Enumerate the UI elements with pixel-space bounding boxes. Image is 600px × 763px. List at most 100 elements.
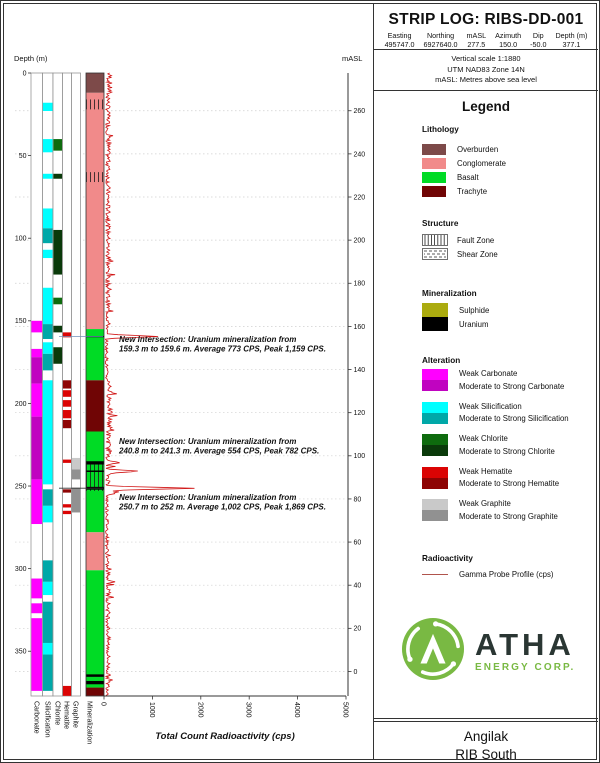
- hematite-interval: [62, 410, 72, 419]
- legend-item-label: Moderate to Strong Graphite: [459, 511, 558, 521]
- chlorite-interval: [53, 139, 63, 151]
- masl-tick-label: 140: [354, 367, 366, 374]
- structure-legend-items: Fault Zone Shear Zone: [422, 233, 498, 261]
- legend-swatch: [422, 303, 448, 317]
- masl-tick-label: 160: [354, 324, 366, 331]
- logo-brand: ATHA: [475, 627, 575, 662]
- company-logo: ATHA ENERGY CORP.: [400, 616, 575, 682]
- masl-tick-label: 120: [354, 410, 366, 417]
- silicification-interval: [42, 489, 53, 506]
- lithology-legend-items: Overburden Conglomerate Basalt Trachyte: [422, 142, 506, 198]
- graphite-interval: [71, 487, 81, 513]
- silicification-interval: [42, 102, 53, 111]
- legend-item-label: Trachyte: [457, 186, 488, 196]
- legend-item-label: Basalt: [457, 172, 479, 182]
- hematite-interval: [62, 419, 72, 429]
- legend-item-label: Fault Zone: [457, 235, 495, 245]
- silicification-interval: [42, 642, 53, 655]
- masl-tick-label: 80: [354, 496, 362, 503]
- intersection-annotation: New Intersection: Uranium mineralization…: [118, 437, 319, 456]
- carbonate-interval: [31, 320, 43, 333]
- cps-tick-label: 4000: [293, 702, 300, 718]
- masl-tick-label: 60: [354, 539, 362, 546]
- depth-tick-label: 100: [15, 236, 27, 243]
- alteration-heading: Alteration: [422, 356, 461, 365]
- hematite-interval: [62, 504, 72, 508]
- silicification-interval: [42, 560, 53, 582]
- silicification-interval: [42, 581, 53, 596]
- legend-item-fault-zone: Fault Zone: [422, 233, 498, 247]
- track-chlorite: [52, 72, 63, 697]
- carbonate-interval: [31, 416, 43, 480]
- radioactivity-legend-item: Gamma Probe Profile (cps): [422, 568, 553, 580]
- lithology-heading: Lithology: [422, 125, 459, 134]
- project-name: Angilak: [463, 729, 509, 744]
- masl-tick-label: 0: [354, 669, 358, 676]
- scale-block: Vertical scale 1:1880 UTM NAD83 Zone 14N…: [374, 49, 598, 91]
- hematite-interval: [62, 685, 72, 696]
- masl-tick-label: 240: [354, 151, 366, 158]
- carbonate-interval: [31, 348, 43, 358]
- gamma-curve: [104, 72, 195, 696]
- hematite-interval: [62, 510, 72, 515]
- legend-swatch: [422, 157, 446, 169]
- track-label-mineralization: Mineralization: [86, 701, 93, 744]
- legend-item-label: Conglomerate: [457, 158, 506, 168]
- masl-tick-label: 200: [354, 238, 366, 245]
- legend-item-uranium: Uranium: [422, 317, 489, 331]
- header-field: Northing 6927640.0: [423, 31, 458, 49]
- track-label-graphite: Graphite: [72, 701, 79, 728]
- hematite-interval: [62, 390, 72, 397]
- chlorite-interval: [53, 297, 63, 305]
- legend-swatch-vertical-lines: [422, 234, 448, 246]
- uranium-band: [86, 461, 104, 465]
- track-label-silicification: Silicification: [43, 701, 50, 738]
- radioactivity-heading: Radioactivity: [422, 554, 473, 563]
- legend-item-label: Moderate to Strong Carbonate: [459, 381, 565, 391]
- graphite-interval: [71, 469, 81, 480]
- legend-title: Legend: [461, 99, 510, 114]
- strip-log-svg: Depth (m)050100150200250300350mASL260240…: [14, 54, 366, 744]
- legend-swatch-dashes: [422, 248, 448, 260]
- legend-item-gamma-probe: Gamma Probe Profile (cps): [422, 568, 553, 580]
- carbonate-interval: [31, 603, 43, 614]
- legend-swatch: [422, 171, 446, 183]
- masl-tick-label: 100: [354, 453, 366, 460]
- utm-zone-note: UTM NAD83 Zone 14N: [447, 64, 525, 74]
- legend-swatch: [422, 185, 446, 197]
- cps-tick-label: 0: [100, 702, 107, 706]
- carbonate-interval: [31, 479, 43, 525]
- legend-item-trachyte: Trachyte: [422, 184, 506, 198]
- area-name: RIB South: [455, 747, 517, 762]
- header-field: Dip -50.0: [530, 31, 547, 49]
- legend-item-label: Weak Silicification: [459, 401, 522, 411]
- silicification-interval: [42, 342, 53, 354]
- lithology-interval: [86, 329, 104, 381]
- depth-tick-label: 300: [15, 566, 27, 573]
- masl-axis-label: mASL: [342, 54, 362, 63]
- title-block: STRIP LOG: RIBS-DD-001 Easting 495747.0 No…: [374, 4, 598, 50]
- legend-item-label: Shear Zone: [457, 249, 498, 259]
- legend-line-swatch: [422, 573, 448, 575]
- depth-tick-label: 50: [19, 153, 27, 160]
- hematite-interval: [62, 489, 72, 493]
- masl-tick-label: 260: [354, 108, 366, 115]
- silicification-interval: [42, 208, 53, 229]
- logo-text: ATHA ENERGY CORP.: [475, 627, 575, 673]
- silicification-interval: [42, 287, 53, 325]
- track-graphite: [71, 72, 81, 697]
- legend-item-label: Moderate to Strong Chlorite: [459, 446, 555, 456]
- lithology-interval: [86, 380, 104, 432]
- silicification-interval: [42, 228, 53, 244]
- fault-zone-hatch: [86, 172, 104, 183]
- legend-item-label: Moderate to Strong Silicification: [459, 414, 569, 423]
- depth-tick-label: 200: [15, 401, 27, 408]
- depth-tick-label: 250: [15, 483, 27, 490]
- project-block: Angilak RIB South: [374, 718, 598, 762]
- legend-item-label: Sulphide: [459, 305, 490, 315]
- lithology-interval: [86, 532, 104, 571]
- legend-item-label: Moderate to Strong Hematite: [459, 479, 560, 488]
- masl-tick-label: 220: [354, 194, 366, 201]
- depth-tick-label: 150: [15, 318, 27, 325]
